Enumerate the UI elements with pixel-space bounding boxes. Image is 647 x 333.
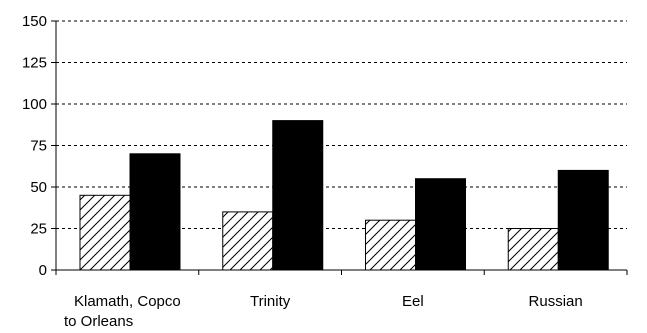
- y-tick-label: 100: [22, 96, 47, 113]
- labels: 0 25 50 75 100 125 150 Klamath, Copco to Orleans…: [22, 13, 583, 330]
- x-category-label: to Orleans: [64, 313, 133, 330]
- y-tick-label: 75: [30, 138, 47, 155]
- bar-solid: [129, 153, 181, 271]
- x-category-label: Trinity: [250, 293, 291, 310]
- bar-solid: [557, 169, 609, 271]
- x-category-label: Russian: [529, 293, 583, 310]
- bars: [79, 120, 609, 271]
- bar-solid: [272, 120, 324, 271]
- x-category-label: Klamath, Copco: [74, 293, 181, 310]
- axes: [51, 20, 628, 275]
- y-tick-label: 50: [30, 179, 47, 196]
- y-tick-label: 150: [22, 13, 47, 30]
- bar-hatched: [507, 228, 559, 271]
- bar-hatched: [365, 219, 416, 271]
- y-tick-label: 125: [22, 55, 47, 72]
- bar-solid: [415, 178, 466, 271]
- x-category-label: Eel: [402, 293, 424, 310]
- y-tick-label: 25: [30, 221, 47, 238]
- y-tick-label: 0: [39, 262, 47, 279]
- bar-hatched: [222, 211, 274, 271]
- bar-hatched: [79, 194, 131, 271]
